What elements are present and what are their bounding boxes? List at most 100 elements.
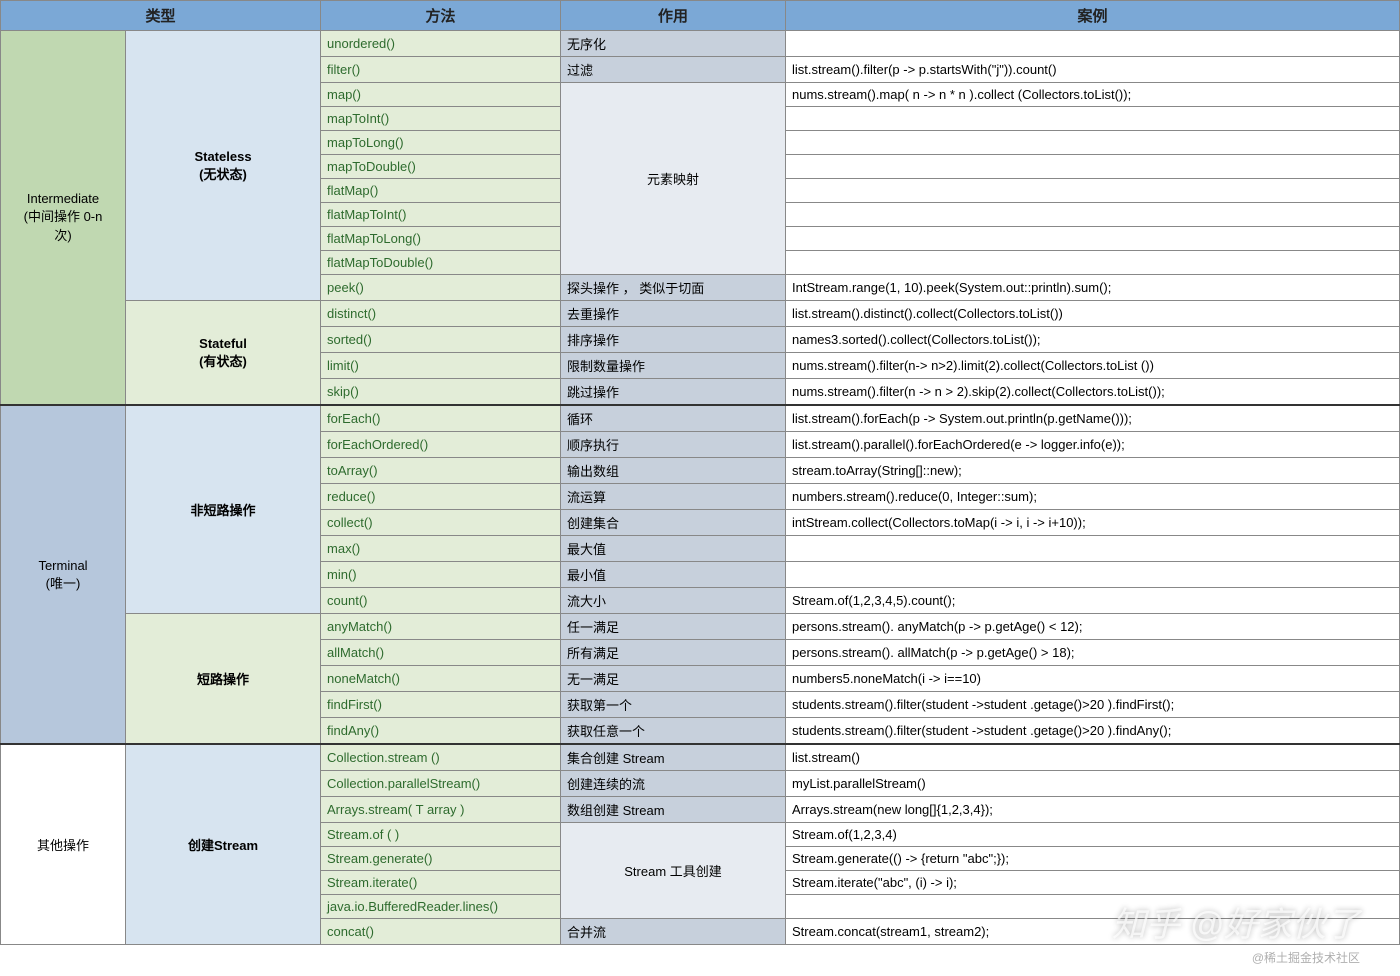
action-cell: 排序操作 [561,327,786,353]
example-cell: list.stream() [786,744,1400,771]
table-row: Terminal (唯一)非短路操作forEach()循环list.stream… [1,405,1400,432]
method-cell: Arrays.stream( T array ) [321,797,561,823]
method-cell: findFirst() [321,692,561,718]
action-cell: 无一满足 [561,666,786,692]
example-cell: IntStream.range(1, 10).peek(System.out::… [786,275,1400,301]
method-cell: java.io.BufferedReader.lines() [321,895,561,919]
action-cell-merged: Stream 工具创建 [561,823,786,919]
action-cell: 获取任意一个 [561,718,786,745]
action-cell: 流运算 [561,484,786,510]
example-cell: students.stream().filter(student ->stude… [786,718,1400,745]
method-cell: Stream.iterate() [321,871,561,895]
example-cell: myList.parallelStream() [786,771,1400,797]
example-cell [786,31,1400,57]
method-cell: toArray() [321,458,561,484]
action-cell: 去重操作 [561,301,786,327]
kind-cell: Stateless (无状态) [126,31,321,301]
method-cell: sorted() [321,327,561,353]
example-cell [786,131,1400,155]
kind-cell: Stateful (有状态) [126,301,321,406]
action-cell: 创建集合 [561,510,786,536]
method-cell: min() [321,562,561,588]
example-cell [786,203,1400,227]
action-cell: 输出数组 [561,458,786,484]
method-cell: mapToLong() [321,131,561,155]
method-cell: map() [321,83,561,107]
kind-cell: 短路操作 [126,614,321,745]
example-cell: persons.stream(). allMatch(p -> p.getAge… [786,640,1400,666]
example-cell [786,179,1400,203]
table-row: 短路操作anyMatch()任一满足persons.stream(). anyM… [1,614,1400,640]
header-example: 案例 [786,1,1400,31]
stream-api-table: 类型 方法 作用 案例 Intermediate (中间操作 0-n 次)Sta… [0,0,1400,945]
example-cell [786,107,1400,131]
action-cell: 最大值 [561,536,786,562]
example-cell: list.stream().distinct().collect(Collect… [786,301,1400,327]
method-cell: flatMapToDouble() [321,251,561,275]
method-cell: noneMatch() [321,666,561,692]
method-cell: flatMapToInt() [321,203,561,227]
example-cell: students.stream().filter(student ->stude… [786,692,1400,718]
table-row: Intermediate (中间操作 0-n 次)Stateless (无状态)… [1,31,1400,57]
method-cell: forEach() [321,405,561,432]
method-cell: filter() [321,57,561,83]
method-cell: flatMap() [321,179,561,203]
method-cell: max() [321,536,561,562]
example-cell: list.stream().parallel().forEachOrdered(… [786,432,1400,458]
method-cell: forEachOrdered() [321,432,561,458]
action-cell: 任一满足 [561,614,786,640]
method-cell: distinct() [321,301,561,327]
action-cell: 获取第一个 [561,692,786,718]
method-cell: limit() [321,353,561,379]
example-cell: nums.stream().filter(n -> n > 2).skip(2)… [786,379,1400,406]
method-cell: unordered() [321,31,561,57]
example-cell: list.stream().forEach(p -> System.out.pr… [786,405,1400,432]
example-cell: Stream.of(1,2,3,4) [786,823,1400,847]
action-cell: 跳过操作 [561,379,786,406]
method-cell: findAny() [321,718,561,745]
header-type: 类型 [1,1,321,31]
example-cell [786,562,1400,588]
method-cell: peek() [321,275,561,301]
method-cell: concat() [321,919,561,945]
method-cell: allMatch() [321,640,561,666]
example-cell: persons.stream(). anyMatch(p -> p.getAge… [786,614,1400,640]
example-cell: Stream.concat(stream1, stream2); [786,919,1400,945]
action-cell-merged: 元素映射 [561,83,786,275]
example-cell: numbers.stream().reduce(0, Integer::sum)… [786,484,1400,510]
action-cell: 过滤 [561,57,786,83]
table-header: 类型 方法 作用 案例 [1,1,1400,31]
example-cell [786,895,1400,919]
kind-cell: 非短路操作 [126,405,321,614]
table-body: Intermediate (中间操作 0-n 次)Stateless (无状态)… [1,31,1400,945]
example-cell [786,227,1400,251]
action-cell: 探头操作 ， 类似于切面 [561,275,786,301]
example-cell: intStream.collect(Collectors.toMap(i -> … [786,510,1400,536]
method-cell: flatMapToLong() [321,227,561,251]
kind-cell: 创建Stream [126,744,321,945]
example-cell: names3.sorted().collect(Collectors.toLis… [786,327,1400,353]
method-cell: collect() [321,510,561,536]
example-cell: nums.stream().map( n -> n * n ).collect … [786,83,1400,107]
action-cell: 创建连续的流 [561,771,786,797]
table-row: 其他操作创建StreamCollection.stream ()集合创建 Str… [1,744,1400,771]
example-cell [786,251,1400,275]
example-cell: nums.stream().filter(n-> n>2).limit(2).c… [786,353,1400,379]
type-cell: 其他操作 [1,744,126,945]
method-cell: mapToDouble() [321,155,561,179]
watermark-sub: @稀土掘金技术社区 [1252,949,1360,966]
method-cell: anyMatch() [321,614,561,640]
type-cell: Terminal (唯一) [1,405,126,744]
action-cell: 所有满足 [561,640,786,666]
method-cell: reduce() [321,484,561,510]
method-cell: Stream.generate() [321,847,561,871]
action-cell: 集合创建 Stream [561,744,786,771]
example-cell [786,155,1400,179]
example-cell: numbers5.noneMatch(i -> i==10) [786,666,1400,692]
action-cell: 合并流 [561,919,786,945]
action-cell: 无序化 [561,31,786,57]
example-cell: Arrays.stream(new long[]{1,2,3,4}); [786,797,1400,823]
table-row: Stateful (有状态)distinct()去重操作list.stream(… [1,301,1400,327]
type-cell: Intermediate (中间操作 0-n 次) [1,31,126,406]
example-cell: list.stream().filter(p -> p.startsWith("… [786,57,1400,83]
